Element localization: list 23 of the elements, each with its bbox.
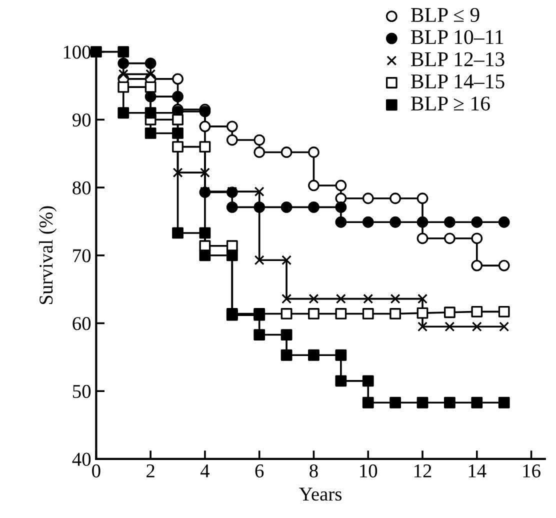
y-tick-label: 70 bbox=[73, 249, 91, 262]
y-tick-label: 90 bbox=[72, 113, 91, 127]
x-tick-label: 4 bbox=[200, 464, 210, 478]
legend-label: BLP ≤ 9 bbox=[411, 8, 480, 22]
legend-label: BLP 14–15 bbox=[411, 74, 504, 88]
x-tick-label: 8 bbox=[310, 464, 318, 478]
x-tick-label: 14 bbox=[468, 464, 486, 478]
legend-label: BLP ≥ 16 bbox=[411, 96, 490, 111]
y-tick-label: 60 bbox=[72, 317, 91, 330]
legend-label: BLP 10–11 bbox=[411, 30, 504, 44]
y-tick-label: 50 bbox=[73, 384, 91, 398]
y-tick-label: 80 bbox=[72, 181, 91, 194]
x-tick-label: 2 bbox=[146, 464, 154, 478]
y-axis-title: Survival (%) bbox=[38, 206, 57, 304]
x-tick-label: 12 bbox=[414, 464, 432, 478]
x-tick-label: 0 bbox=[92, 464, 100, 478]
x-axis-title: Years bbox=[299, 488, 342, 501]
x-tick-label: 6 bbox=[255, 464, 264, 478]
x-tick-label: 10 bbox=[360, 464, 378, 478]
legend-label: BLP 12–13 bbox=[411, 52, 504, 66]
y-tick-label: 40 bbox=[72, 452, 91, 466]
y-tick-label: 100 bbox=[64, 46, 91, 59]
x-tick-label: 16 bbox=[523, 464, 540, 478]
